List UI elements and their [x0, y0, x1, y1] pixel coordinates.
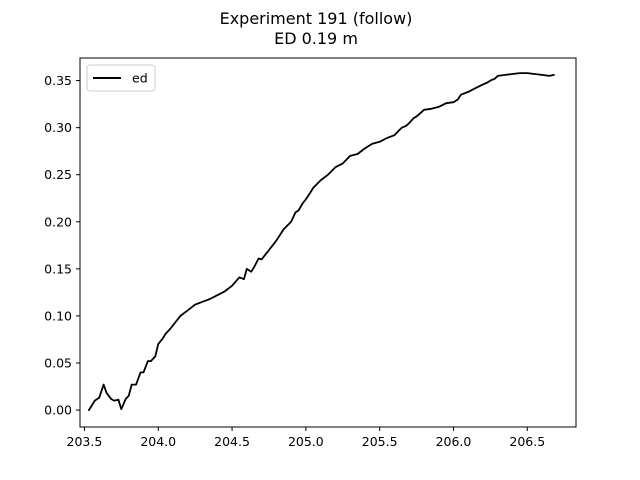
plot-area [80, 58, 576, 427]
x-axis: 203.5 204.0 204.5 205.0 205.5 206.0 206.5 [67, 427, 545, 449]
y-tick-label: 0.15 [44, 261, 72, 276]
series-layer [88, 72, 555, 412]
y-tick-label: 0.30 [44, 120, 72, 135]
y-tick-label: 0.25 [44, 167, 72, 182]
x-tick-label: 204.0 [140, 434, 176, 449]
y-tick-label: 0.05 [44, 355, 72, 370]
y-tick-label: 0.35 [44, 73, 72, 88]
y-axis: 0.00 0.05 0.10 0.15 0.20 0.25 0.30 0.35 [44, 73, 80, 418]
legend: ed [86, 64, 156, 92]
y-tick-label: 0.10 [44, 308, 72, 323]
chart-title: Experiment 191 (follow) [220, 9, 413, 28]
plot-frame [79, 57, 577, 428]
x-tick-label: 206.0 [436, 434, 472, 449]
legend-label-ed: ed [132, 71, 148, 86]
series-line-ed [88, 72, 555, 412]
x-tick-label: 204.5 [214, 434, 250, 449]
x-tick-label: 206.5 [509, 434, 545, 449]
x-tick-label: 203.5 [67, 434, 103, 449]
y-tick-label: 0.20 [44, 214, 72, 229]
chart-subtitle: ED 0.19 m [274, 29, 358, 48]
x-tick-label: 205.5 [362, 434, 398, 449]
x-tick-label: 205.0 [288, 434, 324, 449]
y-tick-label: 0.00 [44, 403, 72, 418]
